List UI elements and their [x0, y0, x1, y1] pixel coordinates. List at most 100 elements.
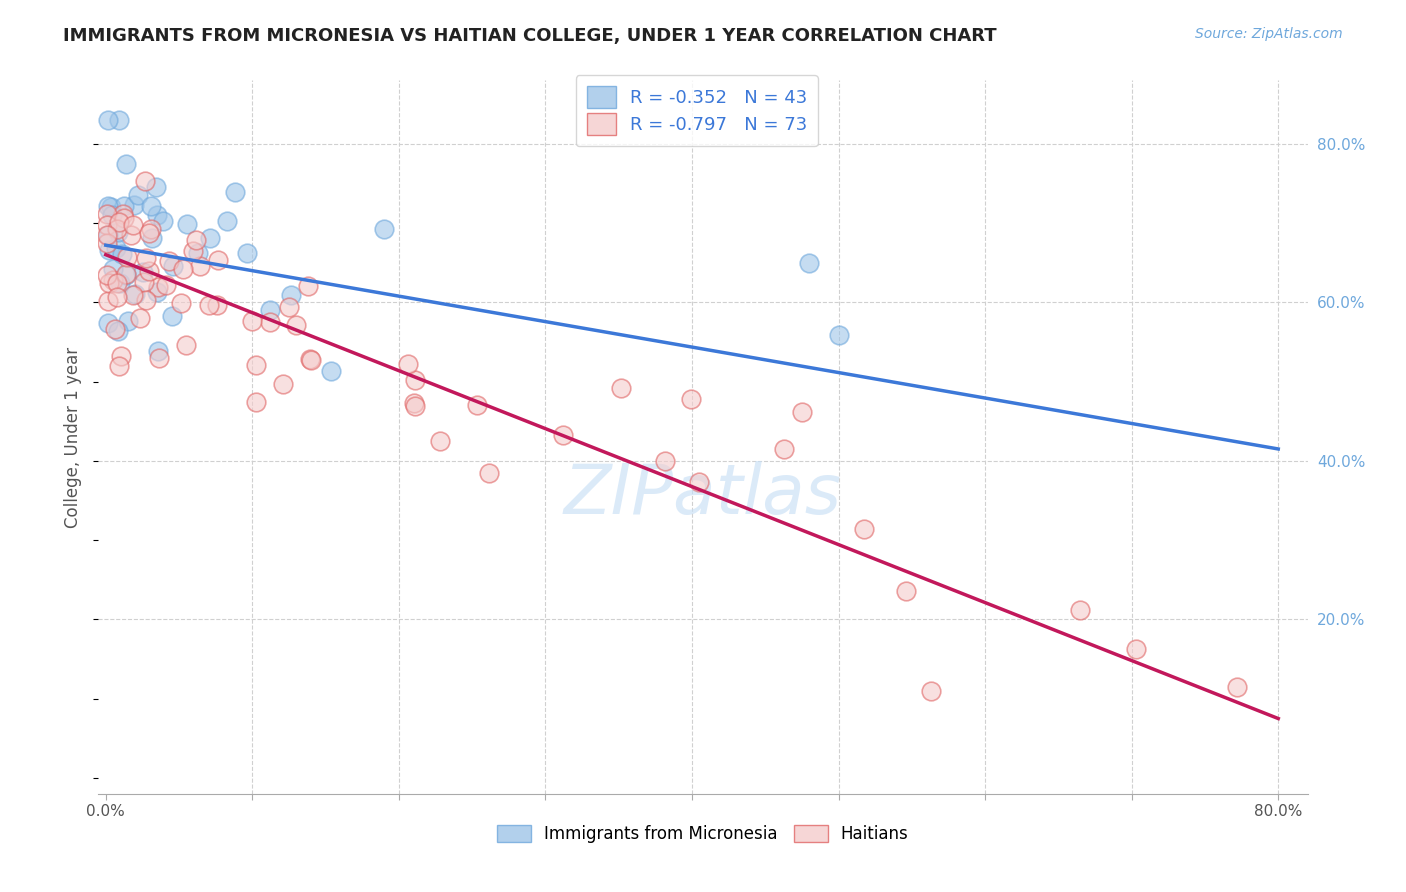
Point	[117, 314, 139, 328]
Point	[96, 236, 118, 251]
Point	[104, 241, 127, 255]
Point	[245, 394, 267, 409]
Point	[108, 359, 131, 373]
Point	[478, 467, 501, 481]
Point	[920, 684, 942, 698]
Point	[112, 211, 135, 226]
Legend: Immigrants from Micronesia, Haitians: Immigrants from Micronesia, Haitians	[491, 818, 915, 850]
Point	[299, 352, 322, 367]
Point	[105, 276, 128, 290]
Point	[429, 434, 451, 449]
Point	[205, 297, 228, 311]
Point	[792, 405, 814, 419]
Point	[97, 293, 120, 308]
Point	[157, 254, 180, 268]
Text: IMMIGRANTS FROM MICRONESIA VS HAITIAN COLLEGE, UNDER 1 YEAR CORRELATION CHART: IMMIGRANTS FROM MICRONESIA VS HAITIAN CO…	[63, 27, 997, 45]
Point	[135, 293, 157, 308]
Point	[236, 246, 259, 260]
Point	[773, 442, 796, 456]
Point	[104, 322, 127, 336]
Point	[138, 226, 160, 240]
Point	[404, 399, 426, 413]
Point	[97, 317, 120, 331]
Point	[285, 318, 308, 332]
Text: ZIPatlas: ZIPatlas	[564, 460, 842, 528]
Point	[98, 243, 121, 257]
Point	[138, 264, 160, 278]
Point	[1125, 641, 1147, 656]
Point	[134, 174, 156, 188]
Point	[187, 246, 209, 260]
Point	[1069, 603, 1091, 617]
Point	[139, 199, 162, 213]
Point	[465, 398, 488, 412]
Point	[96, 228, 118, 243]
Point	[170, 296, 193, 310]
Point	[145, 285, 167, 300]
Point	[181, 244, 204, 258]
Point	[174, 338, 197, 352]
Point	[799, 256, 821, 270]
Point	[145, 179, 167, 194]
Point	[299, 352, 322, 367]
Point	[207, 252, 229, 267]
Text: Source: ZipAtlas.com: Source: ZipAtlas.com	[1195, 27, 1343, 41]
Point	[101, 273, 124, 287]
Point	[107, 324, 129, 338]
Point	[278, 300, 301, 314]
Point	[148, 351, 170, 365]
Y-axis label: College, Under 1 year: College, Under 1 year	[65, 346, 83, 528]
Point	[319, 364, 342, 378]
Point	[259, 303, 281, 318]
Point	[1226, 681, 1249, 695]
Point	[217, 214, 239, 228]
Point	[127, 188, 149, 202]
Point	[135, 251, 157, 265]
Point	[198, 231, 221, 245]
Point	[271, 377, 294, 392]
Point	[197, 298, 219, 312]
Point	[160, 309, 183, 323]
Point	[107, 112, 129, 127]
Point	[280, 288, 302, 302]
Point	[97, 112, 120, 127]
Point	[240, 314, 263, 328]
Point	[141, 231, 163, 245]
Point	[100, 200, 122, 214]
Point	[124, 287, 146, 301]
Point	[186, 233, 208, 247]
Point	[97, 199, 120, 213]
Point	[139, 221, 162, 235]
Point	[396, 358, 419, 372]
Point	[122, 288, 145, 302]
Point	[245, 358, 267, 372]
Point	[115, 157, 138, 171]
Point	[120, 227, 142, 242]
Point	[101, 262, 124, 277]
Point	[172, 262, 194, 277]
Point	[105, 222, 128, 236]
Point	[146, 208, 169, 222]
Point	[124, 197, 146, 211]
Point	[108, 276, 131, 290]
Point	[115, 268, 138, 282]
Point	[96, 219, 118, 233]
Point	[654, 454, 676, 468]
Point	[224, 185, 246, 199]
Point	[110, 349, 132, 363]
Point	[610, 381, 633, 395]
Point	[134, 275, 156, 289]
Point	[297, 279, 319, 293]
Point	[112, 206, 135, 220]
Point	[97, 277, 120, 291]
Point	[114, 267, 136, 281]
Point	[132, 265, 155, 279]
Point	[108, 215, 131, 229]
Point	[129, 311, 152, 326]
Point	[146, 344, 169, 359]
Point	[404, 373, 426, 387]
Point	[152, 214, 174, 228]
Point	[853, 522, 876, 536]
Point	[259, 315, 281, 329]
Point	[162, 259, 184, 273]
